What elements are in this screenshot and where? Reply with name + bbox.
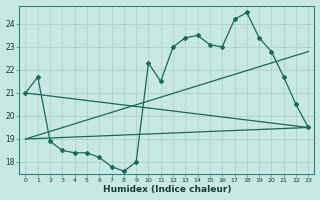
X-axis label: Humidex (Indice chaleur): Humidex (Indice chaleur): [103, 185, 231, 194]
